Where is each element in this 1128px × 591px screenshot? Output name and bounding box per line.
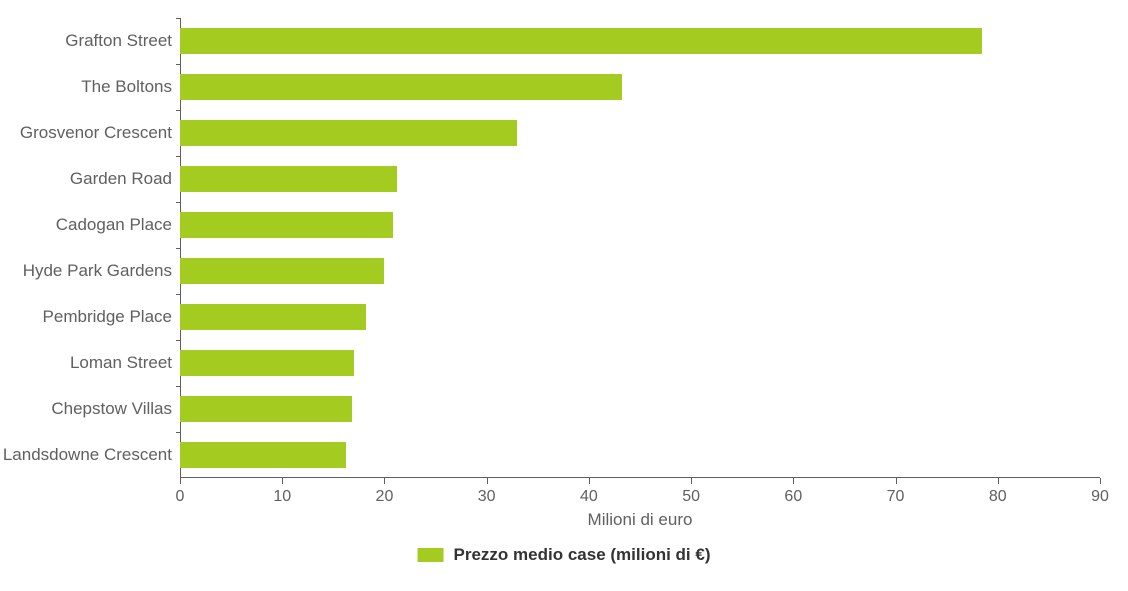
bar (180, 258, 384, 285)
y-category-label: Cadogan Place (56, 215, 180, 235)
x-axis-tick (1100, 478, 1101, 484)
y-category-label: The Boltons (81, 77, 180, 97)
x-axis-tick (282, 478, 283, 484)
y-axis-tick (176, 202, 180, 203)
x-tick-label: 80 (989, 488, 1007, 506)
chart-container: Grafton Street The Boltons Grosvenor Cresc… (0, 0, 1128, 591)
bar (180, 304, 366, 331)
y-axis-tick (176, 110, 180, 111)
x-tick-label: 30 (478, 488, 496, 506)
bar (180, 350, 354, 377)
x-tick-label: 20 (376, 488, 394, 506)
y-category-label: Grafton Street (65, 31, 180, 51)
y-axis-tick (176, 340, 180, 341)
y-category-label: Landsdowne Crescent (3, 445, 180, 465)
y-category-label: Grosvenor Crescent (20, 123, 180, 143)
y-axis-tick (176, 432, 180, 433)
bar (180, 212, 393, 239)
y-axis-tick (176, 156, 180, 157)
y-category-label: Chepstow Villas (51, 399, 180, 419)
bar (180, 74, 622, 101)
x-tick-label: 60 (784, 488, 802, 506)
y-category-label: Hyde Park Gardens (23, 261, 180, 281)
x-tick-label: 10 (273, 488, 291, 506)
x-tick-label: 0 (176, 488, 185, 506)
bar (180, 442, 346, 469)
y-axis-tick (176, 386, 180, 387)
x-tick-label: 70 (887, 488, 905, 506)
plot-area: Grafton StreetThe BoltonsGrosvenor Cresc… (180, 18, 1100, 478)
x-tick-label: 50 (682, 488, 700, 506)
bar (180, 396, 352, 423)
x-axis-title: Milioni di euro (588, 510, 693, 530)
y-axis-tick (176, 18, 180, 19)
x-axis-tick (487, 478, 488, 484)
x-axis-tick (896, 478, 897, 484)
x-axis-tick (691, 478, 692, 484)
y-axis-tick (176, 64, 180, 65)
y-category-label: Pembridge Place (43, 307, 180, 327)
bar (180, 28, 982, 55)
legend-swatch (418, 548, 444, 562)
bar (180, 120, 517, 147)
x-axis-tick (793, 478, 794, 484)
x-tick-label: 40 (580, 488, 598, 506)
y-axis-tick (176, 294, 180, 295)
x-tick-label: 90 (1091, 488, 1109, 506)
x-axis-tick (998, 478, 999, 484)
x-axis-tick (180, 478, 181, 484)
x-axis-tick (589, 478, 590, 484)
legend-label: Prezzo medio case (milioni di €) (454, 545, 711, 565)
y-category-label: Loman Street (70, 353, 180, 373)
bar (180, 166, 397, 193)
x-axis-line (180, 477, 1100, 478)
legend: Prezzo medio case (milioni di €) (418, 545, 711, 565)
y-category-label: Garden Road (70, 169, 180, 189)
x-axis-tick (384, 478, 385, 484)
y-axis-tick (176, 248, 180, 249)
